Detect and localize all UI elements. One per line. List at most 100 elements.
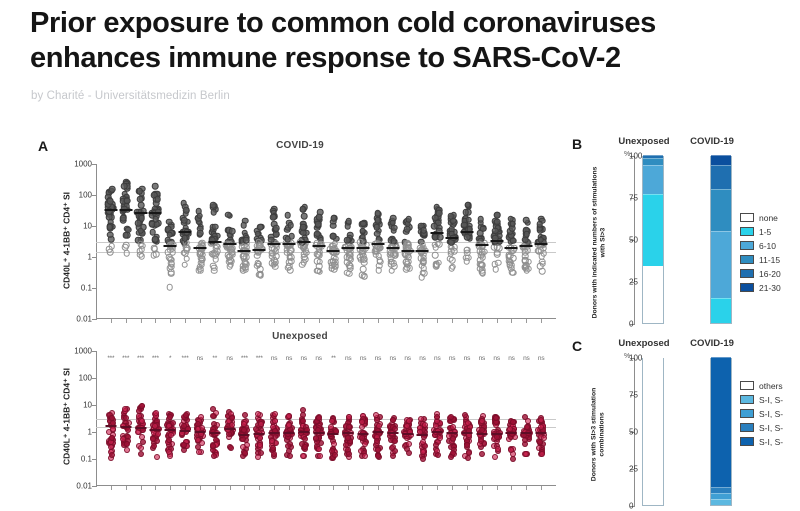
data-point <box>122 232 129 239</box>
data-point <box>313 267 321 274</box>
median-bar <box>445 237 459 240</box>
data-point <box>331 451 338 458</box>
significance-marker: *** <box>181 355 189 362</box>
data-point <box>435 259 442 267</box>
data-point <box>462 412 469 419</box>
data-point <box>106 223 114 231</box>
median-bar <box>193 246 207 249</box>
median-bar <box>120 426 132 429</box>
median-bar <box>119 208 133 211</box>
x-axis-tick <box>481 319 483 323</box>
data-point <box>284 235 291 243</box>
data-point <box>343 236 351 244</box>
legend-row: none <box>740 212 781 224</box>
data-point <box>240 222 248 229</box>
data-point <box>389 416 396 423</box>
legend-row: others <box>740 380 783 392</box>
data-point <box>210 208 218 216</box>
x-axis-tick <box>437 319 439 323</box>
data-point <box>419 269 426 277</box>
data-point <box>166 413 173 420</box>
legend-row: S-I, S- <box>740 422 783 434</box>
x-axis-line <box>96 485 556 486</box>
data-point <box>538 258 546 266</box>
data-point <box>316 445 323 452</box>
median-bar <box>223 243 237 246</box>
data-point <box>392 438 399 445</box>
data-point <box>343 442 350 449</box>
stacked-bar <box>642 357 664 506</box>
significance-marker: ns <box>493 355 500 362</box>
data-point <box>105 208 113 215</box>
data-point <box>149 229 157 236</box>
data-point <box>463 246 470 254</box>
data-point <box>419 438 426 445</box>
data-point <box>255 453 262 460</box>
legend-swatch <box>740 409 754 419</box>
legend-label: S-I, S- <box>759 394 784 405</box>
data-point <box>272 259 279 266</box>
y-axis-tick <box>630 506 635 507</box>
data-point <box>214 247 221 255</box>
panel-b-col-title-unexposed: Unexposed <box>618 136 670 147</box>
panel-c-chart: Unexposed COVID-19 Donors with SI>3 stim… <box>572 336 800 511</box>
data-point <box>151 235 159 243</box>
data-point <box>491 227 499 234</box>
data-point <box>374 209 382 217</box>
data-point <box>109 185 116 193</box>
data-point <box>255 242 263 250</box>
data-point <box>167 270 175 277</box>
panel-b-chart: Unexposed COVID-19 Donors with indicated… <box>572 134 800 334</box>
data-point <box>509 419 516 426</box>
data-point <box>419 448 426 455</box>
data-point <box>138 214 145 222</box>
data-point <box>137 227 145 235</box>
data-point <box>345 217 353 225</box>
data-point <box>180 216 188 224</box>
data-point <box>313 251 321 258</box>
data-point <box>436 434 443 441</box>
median-bar <box>178 230 192 233</box>
data-point <box>464 442 471 449</box>
data-point <box>153 251 160 258</box>
significance-marker: ns <box>285 355 293 362</box>
data-point <box>329 222 337 229</box>
x-axis-tick <box>422 319 424 323</box>
data-point <box>225 253 233 261</box>
data-point <box>285 422 292 429</box>
significance-marker: ns <box>315 355 322 362</box>
data-point <box>389 444 396 451</box>
x-axis-tick <box>333 319 335 323</box>
median-bar <box>267 243 281 246</box>
legend-swatch <box>740 395 754 405</box>
data-point <box>447 212 455 220</box>
data-point <box>330 233 337 240</box>
panel-a-unexposed-plot: 0.01 0.1 1 10 100 1000 *** *** *** *** * *** ns ** ns *… <box>74 347 556 491</box>
data-point <box>121 183 128 190</box>
median-bar <box>372 431 384 433</box>
data-point <box>123 197 131 205</box>
data-point <box>136 407 143 414</box>
legend-label: 6-10 <box>759 240 777 251</box>
legend-label: 11-15 <box>759 254 781 265</box>
data-point <box>375 423 382 430</box>
legend: none 1-5 6-10 11-15 16-20 21-30 <box>740 212 781 296</box>
legend-row: 1-5 <box>740 226 781 238</box>
data-point <box>257 271 264 279</box>
data-point <box>256 224 264 231</box>
panel-a-covid19-chart: COVID-19 CD40L⁺ 4-1BB⁺ CD4⁺ SI 0.01 0.1 1 1… <box>30 140 570 330</box>
data-point <box>268 250 276 257</box>
data-point <box>241 421 248 428</box>
y-axis-tick <box>92 226 97 227</box>
data-point <box>287 221 294 229</box>
bar-segment-none <box>643 265 663 323</box>
data-point <box>108 243 115 250</box>
legend-row: 6-10 <box>740 240 781 252</box>
x-axis-tick <box>199 319 201 323</box>
median-bar <box>163 245 177 248</box>
x-axis-tick <box>140 319 142 323</box>
data-point <box>330 440 337 447</box>
legend-label: 16-20 <box>759 268 781 279</box>
y-axis-tick-label: 1000 <box>74 159 92 169</box>
median-bar <box>356 246 370 249</box>
